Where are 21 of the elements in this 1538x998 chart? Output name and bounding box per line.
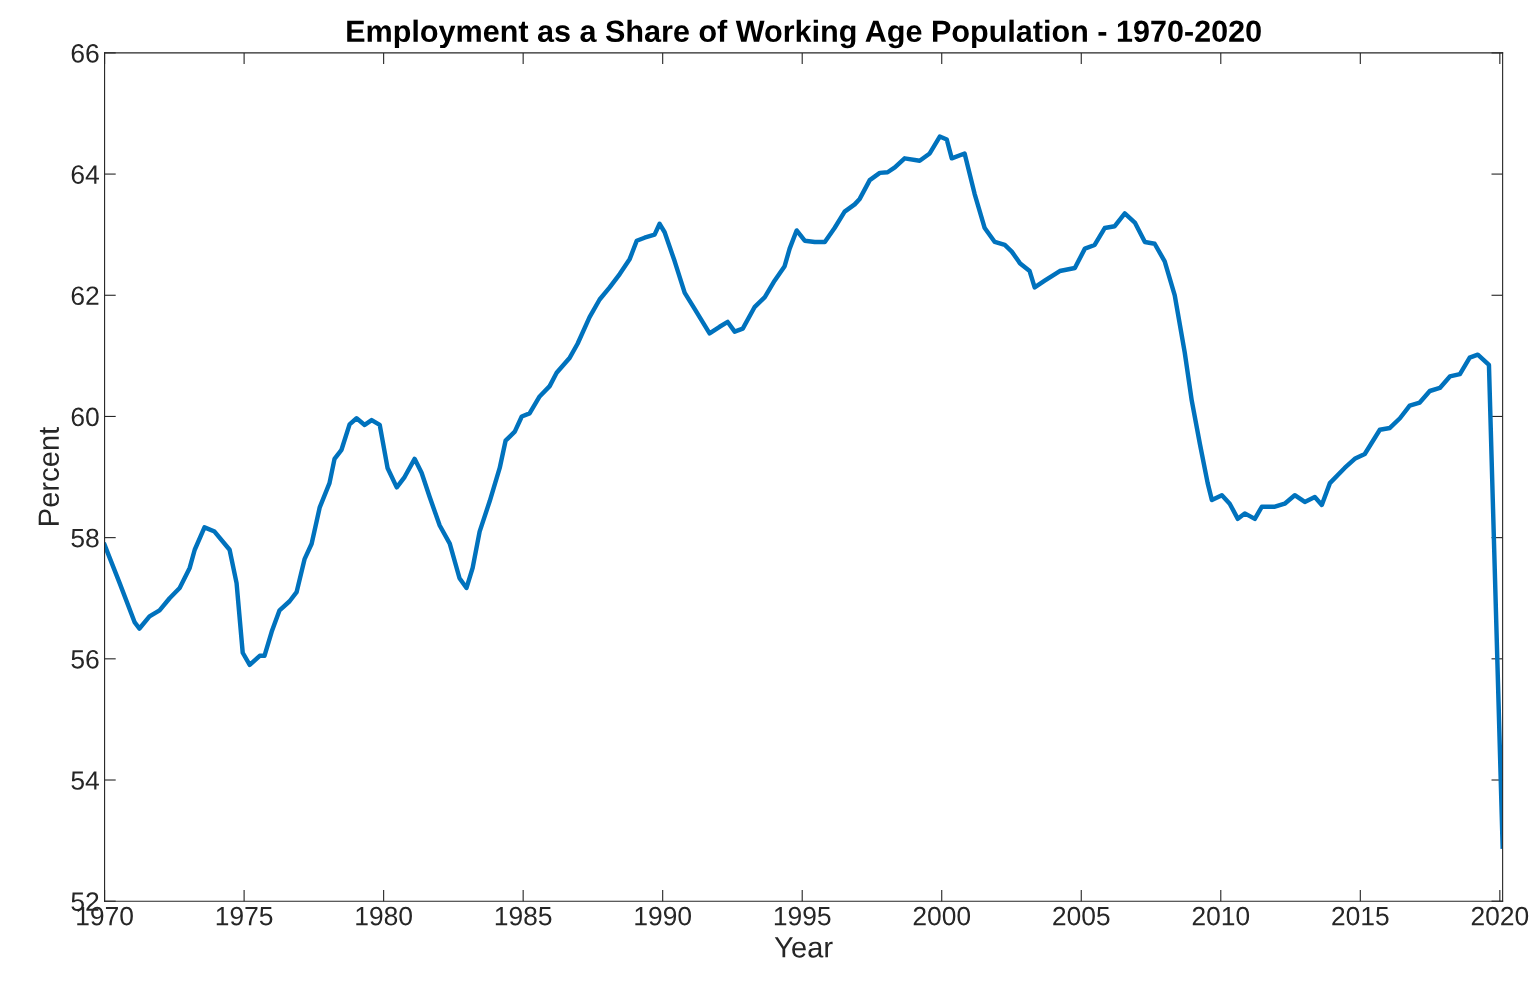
- y-axis-title: Percent: [38, 427, 60, 525]
- y-tick-label: 66: [71, 44, 99, 63]
- y-tick-label: 54: [71, 771, 99, 790]
- x-tick-label: 2020: [1471, 906, 1529, 926]
- y-tick-label: 56: [71, 649, 99, 669]
- chart-title: Employment as a Share of Working Age Population - 1970-2020: [347, 19, 1261, 49]
- x-tick-label: 1990: [635, 906, 692, 926]
- y-tick-label: 60: [71, 407, 99, 427]
- y-tick-label: 62: [71, 286, 99, 306]
- y-tick-label: 58: [71, 528, 99, 548]
- x-tick-label: 2005: [1053, 906, 1110, 926]
- x-tick-label: 1975: [216, 906, 273, 926]
- x-tick-label: 2015: [1332, 906, 1389, 926]
- x-axis-title: Year: [774, 937, 833, 958]
- line-series: [104, 134, 1503, 849]
- x-tick-label: 1980: [356, 906, 412, 926]
- x-tick-label: 2010: [1192, 906, 1250, 926]
- x-tick-label: 1995: [774, 906, 831, 926]
- x-tick-label: 2000: [913, 906, 971, 926]
- y-tick-label: 64: [71, 165, 99, 184]
- x-tick-label: 1985: [495, 906, 552, 926]
